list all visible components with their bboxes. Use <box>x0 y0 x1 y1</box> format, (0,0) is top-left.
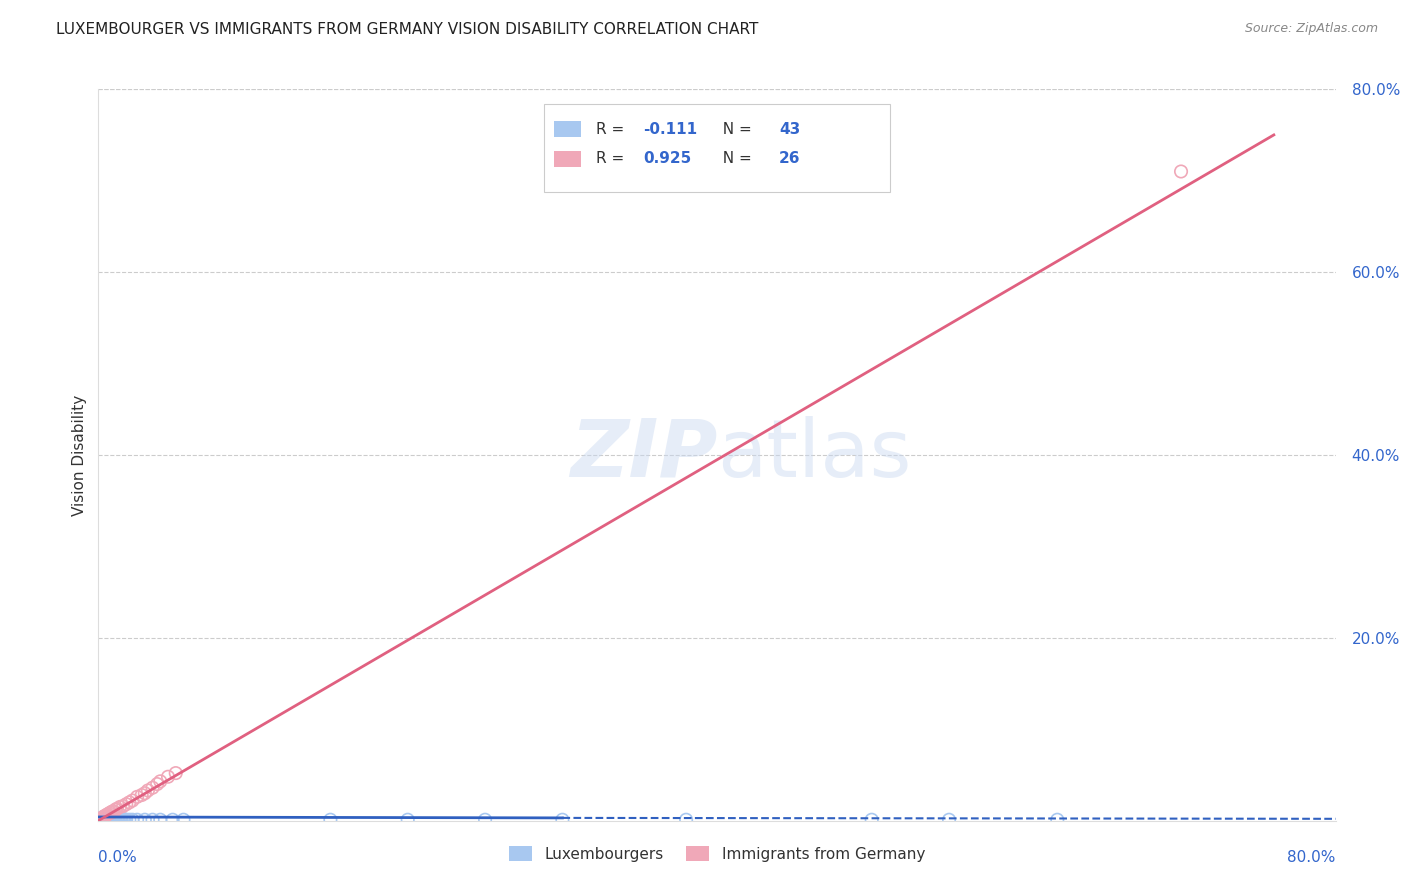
Text: 0.925: 0.925 <box>643 151 692 166</box>
Point <box>93 809 115 823</box>
Point <box>149 774 172 789</box>
Point <box>134 813 156 827</box>
Point <box>103 812 125 826</box>
Point <box>100 811 122 825</box>
Point <box>90 812 112 826</box>
Point <box>96 813 118 827</box>
Point <box>938 813 960 827</box>
Point <box>136 783 159 797</box>
Point <box>93 810 115 824</box>
Point <box>91 810 114 824</box>
Text: -0.111: -0.111 <box>643 122 697 137</box>
Point <box>149 813 172 827</box>
Point <box>101 812 124 826</box>
Point <box>860 813 883 827</box>
Point <box>101 813 124 827</box>
Point <box>103 811 125 825</box>
Point <box>97 810 120 824</box>
Point <box>131 788 153 802</box>
Point <box>165 766 187 780</box>
Point <box>121 793 143 807</box>
Point <box>93 812 115 826</box>
Point <box>319 813 342 827</box>
FancyBboxPatch shape <box>544 103 890 192</box>
Point <box>118 813 141 827</box>
Point <box>396 813 419 827</box>
Point <box>89 813 111 827</box>
Point <box>172 813 194 827</box>
Point <box>105 812 128 826</box>
Point <box>105 802 128 816</box>
Point <box>474 813 496 827</box>
Point <box>127 789 149 804</box>
Point <box>115 813 138 827</box>
Point <box>103 805 125 819</box>
Point <box>98 811 121 825</box>
Point <box>141 813 165 827</box>
Point <box>1046 813 1069 827</box>
Text: atlas: atlas <box>717 416 911 494</box>
Bar <box>554 121 581 137</box>
Text: N =: N = <box>713 151 756 166</box>
Point <box>101 805 124 819</box>
Text: ZIP: ZIP <box>569 416 717 494</box>
Point <box>100 805 122 820</box>
Point <box>146 777 169 791</box>
Point <box>100 812 122 826</box>
Point <box>96 808 118 822</box>
Point <box>97 807 120 822</box>
Point <box>127 813 149 827</box>
Point <box>112 812 135 826</box>
Point <box>112 799 135 814</box>
Text: N =: N = <box>713 122 756 137</box>
Point <box>141 780 165 795</box>
Text: 26: 26 <box>779 151 800 166</box>
Point <box>134 786 156 800</box>
Point <box>114 813 136 827</box>
Point <box>90 812 112 826</box>
Point <box>104 813 127 827</box>
Text: 80.0%: 80.0% <box>1288 850 1336 865</box>
Text: 0.0%: 0.0% <box>98 850 138 865</box>
Point <box>108 812 131 826</box>
Point <box>115 797 138 812</box>
Point <box>551 813 574 827</box>
Point <box>162 813 184 827</box>
Text: 43: 43 <box>779 122 800 137</box>
Point <box>675 813 697 827</box>
Point <box>108 800 131 814</box>
Text: R =: R = <box>596 122 628 137</box>
Point <box>107 813 129 827</box>
Point <box>157 770 180 784</box>
Text: R =: R = <box>596 151 628 166</box>
Legend: Luxembourgers, Immigrants from Germany: Luxembourgers, Immigrants from Germany <box>503 839 931 868</box>
Y-axis label: Vision Disability: Vision Disability <box>72 394 87 516</box>
Point <box>97 812 120 826</box>
Point <box>1170 164 1192 178</box>
Point <box>91 813 114 827</box>
Point <box>96 811 118 825</box>
Point <box>98 813 121 827</box>
Point <box>118 796 141 810</box>
Text: LUXEMBOURGER VS IMMIGRANTS FROM GERMANY VISION DISABILITY CORRELATION CHART: LUXEMBOURGER VS IMMIGRANTS FROM GERMANY … <box>56 22 759 37</box>
Point <box>104 803 127 817</box>
Point <box>91 811 114 825</box>
Point <box>121 813 143 827</box>
Point <box>98 806 121 821</box>
Point <box>111 813 132 827</box>
Text: Source: ZipAtlas.com: Source: ZipAtlas.com <box>1244 22 1378 36</box>
Bar <box>554 151 581 167</box>
Point <box>90 811 112 825</box>
